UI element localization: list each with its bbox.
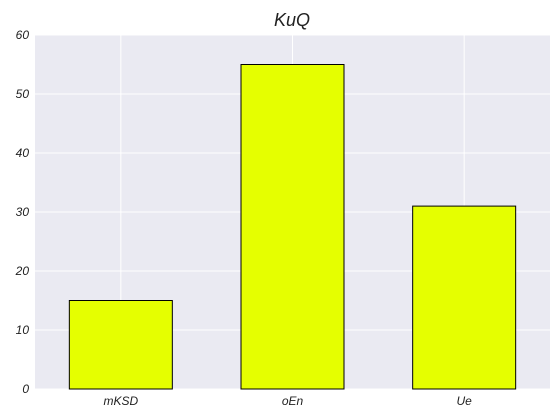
y-axis-ticks: 0 10 20 30 40 50 60: [15, 28, 30, 396]
x-axis-ticks: mKSD oEn Ue: [103, 394, 472, 408]
x-tick-label: mKSD: [103, 394, 138, 408]
chart-title: KuQ: [274, 10, 310, 30]
y-tick-label: 60: [16, 28, 30, 42]
x-tick-label: Ue: [456, 394, 472, 408]
y-tick-label: 40: [16, 146, 30, 160]
bar-oEn: [240, 64, 345, 390]
bars: [68, 64, 517, 390]
bar-Ue: [412, 205, 517, 390]
y-tick-label: 30: [16, 205, 30, 219]
y-tick-label: 20: [15, 264, 30, 278]
x-tick-label: oEn: [282, 394, 304, 408]
bar-mKSD: [68, 300, 173, 390]
y-tick-label: 10: [16, 323, 30, 337]
y-tick-label: 50: [16, 87, 30, 101]
y-tick-label: 0: [22, 382, 29, 396]
